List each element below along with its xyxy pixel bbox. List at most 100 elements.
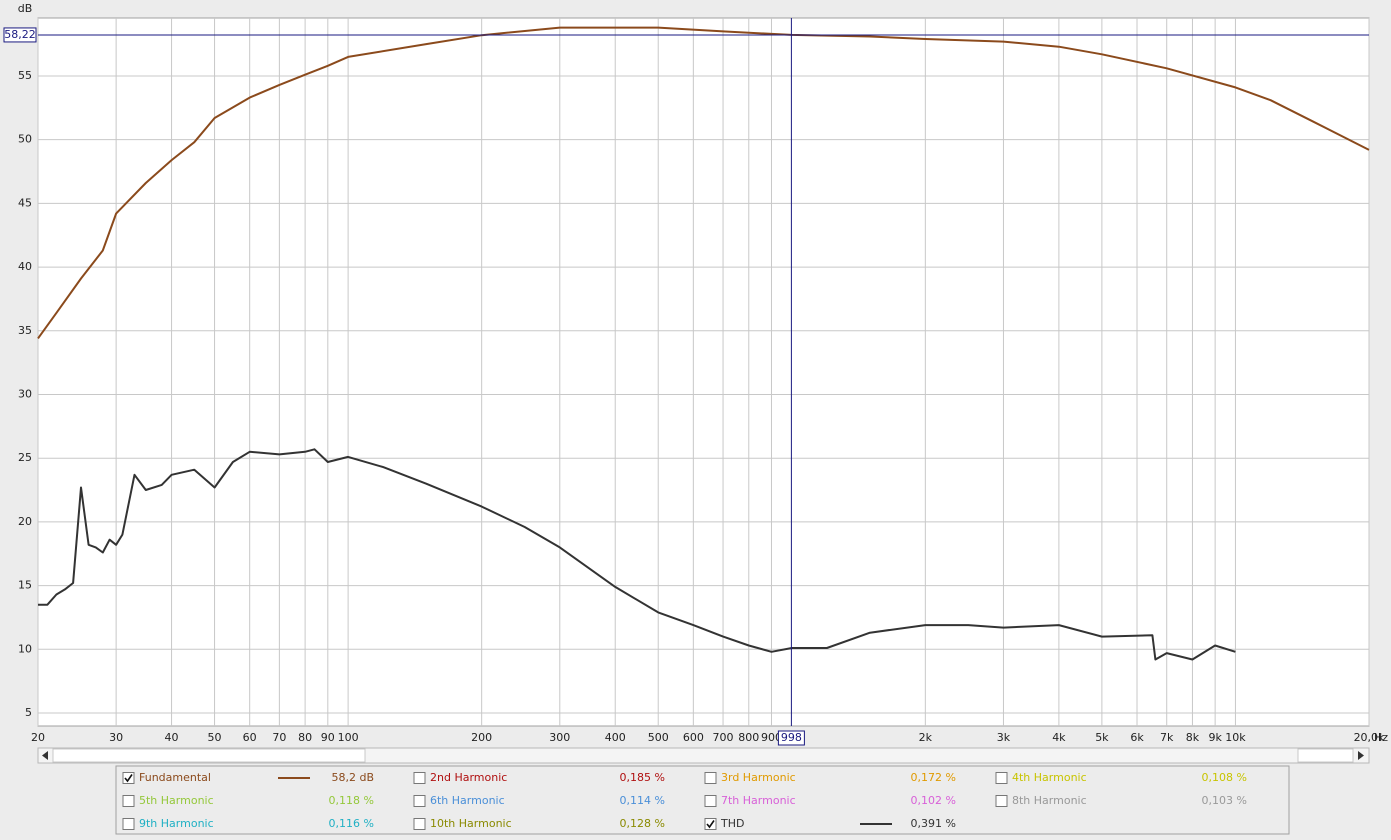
legend-reading: 0,128 % [620, 817, 665, 830]
x-tick-label: 7k [1160, 731, 1174, 744]
x-tick-label: 8k [1186, 731, 1200, 744]
y-tick-label: 10 [18, 642, 32, 655]
scroll-thumb-end[interactable] [1297, 748, 1354, 763]
x-axis-label: Hz [1374, 731, 1388, 744]
x-tick-label: 200 [471, 731, 492, 744]
legend-reading: 0,172 % [911, 771, 956, 784]
x-tick-label: 800 [738, 731, 759, 744]
legend-reading: 0,118 % [329, 794, 374, 807]
x-tick-label: 70 [272, 731, 286, 744]
y-tick-label: 55 [18, 69, 32, 82]
x-tick-label: 900 [761, 731, 782, 744]
y-axis-label: dB [18, 2, 33, 15]
y-tick-label: 40 [18, 260, 32, 273]
checkbox[interactable] [413, 772, 426, 784]
x-tick-label: 20,0k [1354, 731, 1385, 744]
legend-item: 7th Harmonic 0,102 % [704, 794, 956, 807]
legend-item: 2nd Harmonic 0,185 % [413, 771, 665, 784]
y-tick-label: 5 [25, 706, 32, 719]
legend-reading: 0,116 % [329, 817, 374, 830]
legend-item: 3rd Harmonic 0,172 % [704, 771, 956, 784]
checkbox[interactable] [413, 818, 426, 830]
x-tick-label: 40 [165, 731, 179, 744]
x-tick-label: 6k [1130, 731, 1144, 744]
checkbox[interactable] [704, 772, 717, 784]
legend-item: THD 0,391 % [704, 817, 956, 830]
checkbox-check[interactable] [124, 774, 133, 783]
legend-item: 6th Harmonic 0,114 % [413, 794, 665, 807]
y-tick-label: 15 [18, 579, 32, 592]
legend-label: Fundamental [139, 771, 211, 784]
scroll-left-arrow[interactable] [42, 751, 48, 760]
legend-label: 10th Harmonic [430, 817, 512, 830]
checkbox[interactable] [995, 795, 1008, 807]
legend-item: 5th Harmonic 0,118 % [122, 794, 374, 807]
scroll-track[interactable] [37, 747, 1370, 764]
legend-item: 4th Harmonic 0,108 % [995, 771, 1247, 784]
x-tick-label: 3k [997, 731, 1011, 744]
legend-label: THD [720, 817, 744, 830]
legend-label: 8th Harmonic [1012, 794, 1087, 807]
x-tick-label: 100 [338, 731, 359, 744]
legend-label: 5th Harmonic [139, 794, 214, 807]
cursor-x-box [777, 730, 805, 746]
cursor-y-box [3, 27, 37, 43]
legend-item: 10th Harmonic 0,128 % [413, 817, 665, 830]
legend-label: 6th Harmonic [430, 794, 505, 807]
scroll-right-arrow[interactable] [1358, 751, 1364, 760]
legend-reading: 0,103 % [1202, 794, 1247, 807]
legend-item: 9th Harmonic 0,116 % [122, 817, 374, 830]
legend-item: Fundamental 58,2 dB [122, 771, 374, 784]
legend-reading: 0,114 % [620, 794, 665, 807]
x-tick-label: 10k [1225, 731, 1246, 744]
legend-label: 3rd Harmonic [721, 771, 796, 784]
x-tick-label: 20 [31, 731, 45, 744]
legend-label: 9th Harmonic [139, 817, 214, 830]
x-tick-label: 600 [683, 731, 704, 744]
y-tick-label: 50 [18, 133, 32, 146]
scroll-thumb[interactable] [52, 748, 366, 763]
x-tick-label: 90 [321, 731, 335, 744]
y-tick-label: 45 [18, 196, 32, 209]
legend-label: 7th Harmonic [721, 794, 796, 807]
legend-reading: 0,108 % [1202, 771, 1247, 784]
checkbox[interactable] [122, 818, 135, 830]
y-tick-label: 30 [18, 387, 32, 400]
checkbox[interactable] [413, 795, 426, 807]
legend-reading: 58,2 dB [331, 771, 374, 784]
x-tick-label: 50 [208, 731, 222, 744]
x-tick-label: 80 [298, 731, 312, 744]
x-tick-label: 30 [109, 731, 123, 744]
series-line [38, 448, 1236, 661]
cursor-x-label: 998 [781, 731, 802, 744]
cursor-y-label: 58,22 [4, 28, 36, 41]
checkbox[interactable] [995, 772, 1008, 784]
x-tick-label: 700 [713, 731, 734, 744]
legend-reading: 0,102 % [911, 794, 956, 807]
legend-label: 2nd Harmonic [430, 771, 507, 784]
legend-panel [115, 765, 1290, 835]
legend-label: 4th Harmonic [1012, 771, 1087, 784]
x-tick-label: 2k [919, 731, 933, 744]
y-tick-label: 25 [18, 451, 32, 464]
checkbox[interactable] [704, 818, 717, 830]
checkbox[interactable] [704, 795, 717, 807]
checkbox[interactable] [122, 772, 135, 784]
y-tick-label: 20 [18, 515, 32, 528]
x-tick-label: 60 [243, 731, 257, 744]
checkbox[interactable] [122, 795, 135, 807]
x-tick-label: 5k [1095, 731, 1109, 744]
x-tick-label: 500 [648, 731, 669, 744]
legend-reading: 0,185 % [620, 771, 665, 784]
scrollbar[interactable] [37, 747, 1370, 764]
x-tick-label: 9k [1208, 731, 1222, 744]
x-tick-label: 400 [605, 731, 626, 744]
y-tick-label: 35 [18, 324, 32, 337]
legend-reading: 0,391 % [911, 817, 956, 830]
plot-area [37, 17, 1370, 727]
x-tick-label: 300 [549, 731, 570, 744]
checkbox-check[interactable] [706, 820, 715, 829]
x-tick-label: 4k [1052, 731, 1066, 744]
